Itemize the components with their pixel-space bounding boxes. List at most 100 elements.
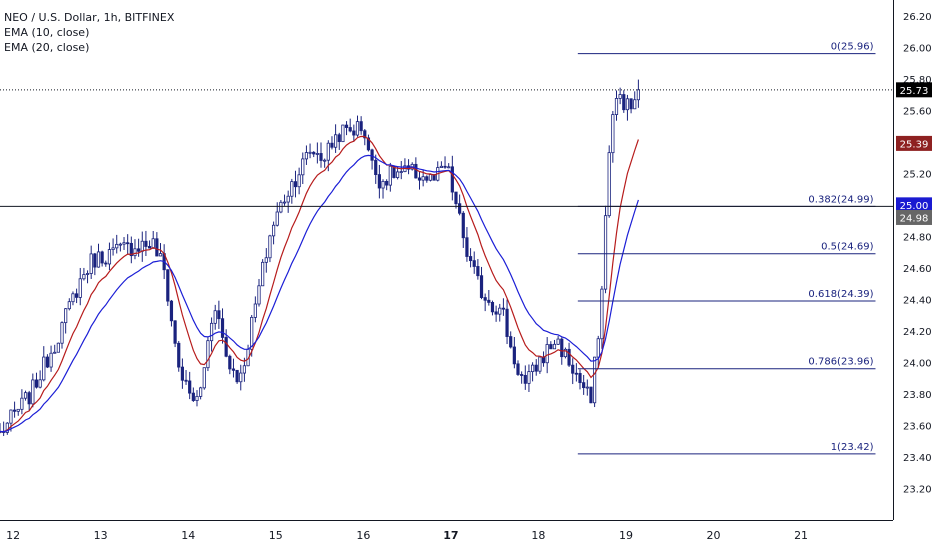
candle <box>213 304 217 330</box>
candle <box>618 87 622 105</box>
candle <box>23 390 28 401</box>
svg-text:25.39: 25.39 <box>900 139 929 150</box>
price-tick-label: 24.80 <box>903 232 932 243</box>
time-tick-label: 18 <box>531 529 545 542</box>
candle <box>308 143 312 159</box>
candle <box>348 118 352 133</box>
candle <box>600 285 604 349</box>
candle <box>231 358 236 378</box>
candle <box>516 360 520 376</box>
candle <box>567 342 571 367</box>
ema20-line[interactable] <box>0 154 639 433</box>
candle <box>509 331 513 349</box>
candle <box>209 317 214 352</box>
ema20-price-tag: 25.00 <box>896 197 932 213</box>
candle <box>563 347 568 359</box>
candle <box>461 211 465 248</box>
svg-text:25.00: 25.00 <box>900 201 929 212</box>
candle <box>137 238 141 257</box>
candle <box>396 167 400 180</box>
candle <box>78 267 82 306</box>
fib-level-label: 0.618(24.39) <box>808 289 873 300</box>
candle <box>104 260 108 267</box>
candle <box>60 321 64 349</box>
candle <box>487 289 491 306</box>
candle <box>133 239 137 260</box>
candle <box>144 230 148 257</box>
price-tick-label: 23.80 <box>903 390 932 401</box>
candle <box>239 364 243 391</box>
candle <box>64 308 68 334</box>
candle <box>42 346 46 382</box>
candle <box>257 278 261 307</box>
candle <box>523 365 527 390</box>
candle <box>155 232 159 257</box>
time-axis[interactable]: 12 13 14 15 16 17 18 19 20 21 <box>6 529 808 542</box>
ema10-legend[interactable]: EMA (10, close) <box>4 26 90 39</box>
candle <box>454 191 458 209</box>
candle <box>574 363 578 382</box>
candle <box>385 179 389 191</box>
candle <box>458 194 462 216</box>
candle <box>352 124 356 142</box>
candle <box>556 335 560 345</box>
ema10-line[interactable] <box>0 135 639 433</box>
candle <box>100 250 104 267</box>
candle <box>126 234 130 255</box>
candle <box>603 205 608 294</box>
fib-level-label: 1(23.42) <box>831 442 874 453</box>
candle <box>549 341 553 350</box>
candle <box>541 351 546 367</box>
candle <box>286 190 290 213</box>
candle <box>261 259 265 287</box>
time-tick-label: 14 <box>181 529 195 542</box>
candle <box>118 242 122 252</box>
candle <box>53 344 57 354</box>
candle <box>315 142 319 164</box>
price-tick-label: 26.00 <box>903 43 932 54</box>
candle <box>45 354 50 369</box>
candle <box>38 370 42 389</box>
price-tick-label: 23.40 <box>903 453 932 464</box>
candle <box>129 236 133 264</box>
candle <box>89 245 93 279</box>
fib-level-label: 0.5(24.69) <box>821 242 873 253</box>
candle <box>147 240 152 249</box>
candle <box>505 299 509 345</box>
candle <box>301 152 305 185</box>
candle <box>253 296 257 323</box>
candle <box>476 259 480 280</box>
candle <box>607 145 611 218</box>
candle <box>538 356 542 374</box>
svg-text:25.73: 25.73 <box>900 86 929 97</box>
candle <box>75 288 79 304</box>
candle <box>184 370 188 385</box>
candle <box>180 358 184 389</box>
candle <box>206 337 210 372</box>
chart-legend: NEO / U.S. Dollar, 1h, BITFINEX EMA (10,… <box>4 10 174 55</box>
candle <box>34 372 39 389</box>
candle <box>5 422 9 435</box>
fib-level-label: 0.786(23.96) <box>808 357 873 368</box>
time-tick-label: 16 <box>356 529 370 542</box>
candle <box>498 303 502 322</box>
candle <box>16 408 20 416</box>
candle <box>501 298 506 316</box>
candle <box>552 339 557 350</box>
candle <box>370 148 374 170</box>
symbol-title[interactable]: NEO / U.S. Dollar, 1h, BITFINEX <box>4 11 175 24</box>
candle <box>447 163 451 169</box>
candle <box>614 90 619 121</box>
price-tick-label: 26.20 <box>903 12 932 23</box>
ema-layer <box>0 135 639 433</box>
time-tick-label: 13 <box>94 529 108 542</box>
candle <box>571 358 575 385</box>
candle <box>520 371 524 384</box>
candles-layer <box>0 79 640 437</box>
ema20-legend[interactable]: EMA (20, close) <box>4 41 90 54</box>
candle <box>323 158 327 168</box>
time-tick-label: 12 <box>6 529 20 542</box>
